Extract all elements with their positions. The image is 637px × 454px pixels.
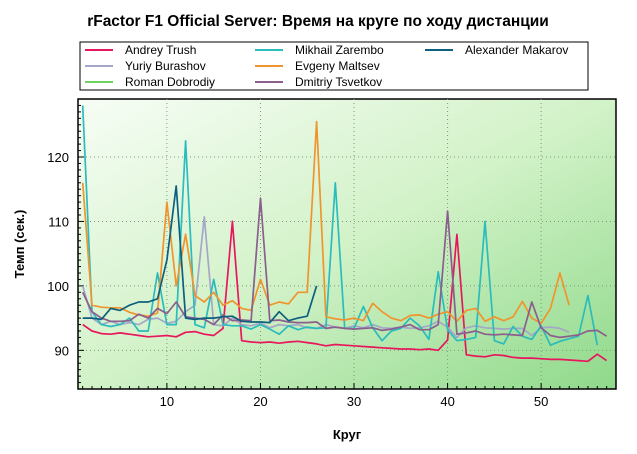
x-tick-label: 30 — [347, 394, 361, 409]
y-tick-label: 100 — [47, 279, 69, 294]
plot-area — [77, 98, 617, 390]
y-tick-label: 110 — [48, 214, 69, 229]
y-tick-label: 120 — [47, 150, 69, 165]
series-line-4 — [81, 120, 571, 325]
legend-label: Roman Dobrodiy — [125, 75, 215, 89]
series-line-3 — [81, 105, 599, 347]
legend-label: Evgeny Maltsev — [295, 59, 380, 73]
series-lines — [81, 105, 608, 363]
series-line-6 — [82, 185, 318, 324]
x-tick-label: 10 — [160, 394, 174, 409]
x-axis-label: Круг — [333, 427, 362, 442]
x-tick-label: 40 — [440, 394, 454, 409]
x-tick-label: 20 — [253, 394, 267, 409]
legend-label: Yuriy Burashov — [125, 59, 206, 73]
y-tick-label: 90 — [55, 343, 69, 358]
x-ticks: 10 20 30 40 50 — [82, 383, 617, 409]
series-line-5 — [81, 197, 608, 339]
legend-box — [79, 41, 589, 91]
y-axis-label: Темп (сек.) — [12, 210, 27, 279]
legend: Andrey Trush Yuriy Burashov Roman Dobrodiy… — [85, 43, 568, 89]
series-line-0 — [82, 220, 608, 363]
legend-label: Mikhail Zarembo — [295, 43, 384, 57]
y-ticks: 90 100 110 120 — [47, 98, 84, 390]
grid — [78, 99, 616, 389]
legend-label: Dmitriy Tsvetkov — [295, 75, 382, 89]
legend-label: Alexander Makarov — [465, 43, 568, 57]
x-tick-label: 50 — [534, 394, 548, 409]
chart-title: rFactor F1 Official Server: Время на кру… — [87, 13, 549, 30]
legend-label: Andrey Trush — [125, 43, 196, 57]
